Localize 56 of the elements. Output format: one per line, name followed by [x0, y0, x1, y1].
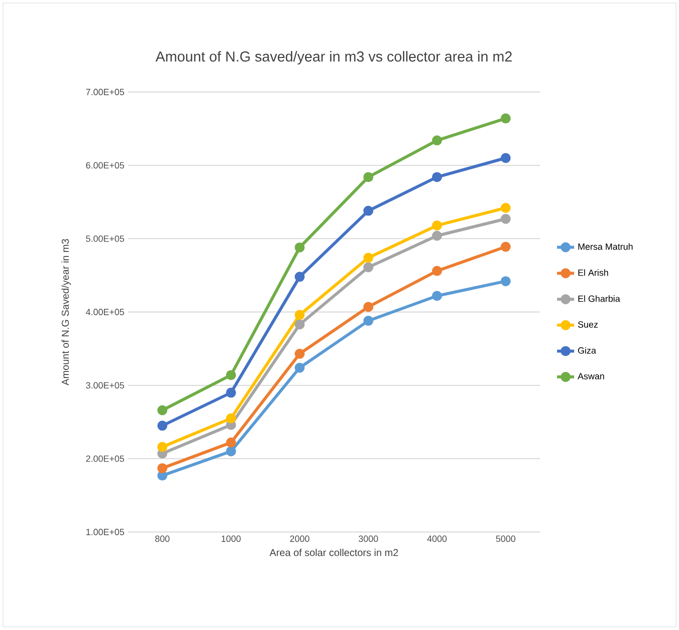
- y-tick-label: 5.00E+05: [86, 235, 124, 242]
- point: [226, 446, 236, 456]
- point: [294, 319, 305, 330]
- point: [157, 442, 168, 452]
- point: [294, 242, 305, 252]
- point: [500, 153, 511, 163]
- y-tick-label: 4.00E+05: [86, 308, 124, 316]
- legend-label: Aswan: [578, 373, 604, 380]
- legend-label: Giza: [578, 347, 596, 354]
- point: [157, 463, 168, 474]
- legend-label: El Arish: [578, 269, 608, 276]
- point: [294, 362, 305, 373]
- point: [157, 405, 168, 416]
- point: [432, 266, 442, 276]
- point: [226, 413, 236, 424]
- point: [363, 252, 374, 263]
- point: [432, 290, 442, 301]
- point: [226, 438, 236, 448]
- point: [294, 310, 305, 320]
- y-tick-label: 1.00E+05: [86, 528, 124, 536]
- point: [294, 272, 305, 282]
- legend-label: Suez: [578, 321, 598, 328]
- x-tick-label: 2000: [290, 536, 310, 542]
- y-tick-label: 7.00E+05: [86, 88, 124, 96]
- point: [432, 230, 442, 241]
- chart-title: Amount of N.G saved/year in m3 vs collector area in m2: [156, 51, 512, 64]
- x-tick-label: 5000: [496, 536, 516, 542]
- point: [363, 172, 374, 182]
- x-tick-label: 3000: [358, 536, 378, 542]
- point: [500, 276, 511, 286]
- legend-label: El Gharbia: [578, 295, 620, 302]
- point: [294, 348, 305, 359]
- point: [500, 113, 511, 124]
- legend-label: Mersa Matruh: [578, 243, 633, 250]
- point: [226, 388, 236, 398]
- y-axis-title: Amount of N.G Saved/year in m3: [61, 239, 71, 386]
- x-tick-label: 1000: [222, 536, 241, 542]
- x-tick-label: 4000: [427, 536, 447, 542]
- point: [432, 220, 442, 230]
- y-tick-label: 6.00E+05: [86, 162, 124, 169]
- x-axis-title: Area of solar collectors in m2: [270, 548, 398, 556]
- point: [226, 370, 236, 380]
- point: [500, 242, 511, 252]
- point: [500, 202, 511, 213]
- point: [363, 302, 374, 312]
- point: [363, 262, 374, 272]
- point: [500, 214, 511, 224]
- y-tick-label: 3.00E+05: [86, 382, 124, 389]
- point: [432, 172, 442, 182]
- point: [363, 316, 374, 326]
- point: [157, 420, 168, 431]
- x-tick-label: 800: [155, 536, 170, 542]
- point: [157, 470, 168, 481]
- point: [363, 206, 374, 216]
- point: [432, 135, 442, 146]
- y-tick-label: 2.00E+05: [86, 455, 124, 462]
